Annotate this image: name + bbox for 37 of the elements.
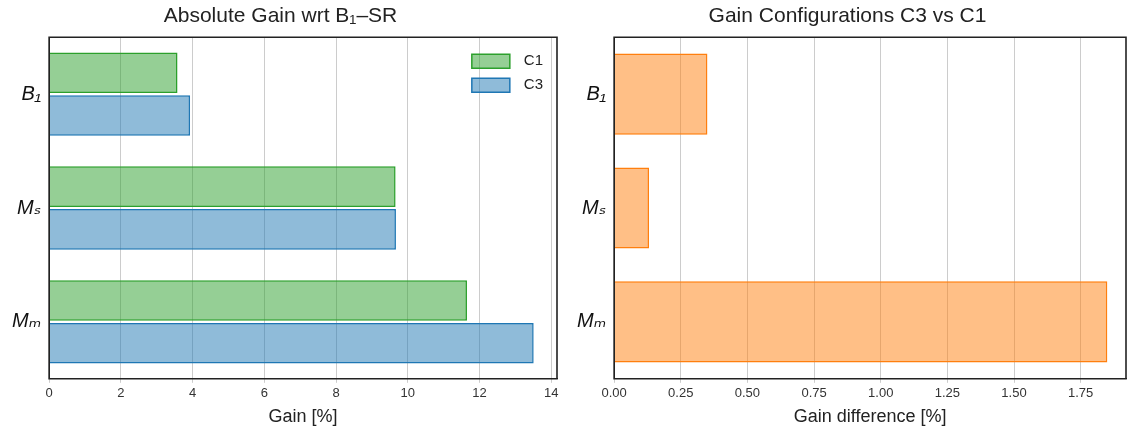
y-tick-label: B₁ bbox=[586, 81, 607, 104]
bar bbox=[49, 281, 466, 320]
x-axis-title: Gain [%] bbox=[268, 406, 338, 427]
x-tick-label: 0.00 bbox=[601, 385, 627, 401]
y-tick-label: Mₛ bbox=[582, 195, 607, 218]
x-tick-label: 0.25 bbox=[668, 385, 694, 401]
x-tick-label: 0.75 bbox=[801, 385, 827, 401]
y-tick-label: Mₘ bbox=[577, 309, 607, 332]
legend-label: C1 bbox=[523, 51, 544, 69]
x-tick-label: 0.50 bbox=[734, 385, 761, 401]
x-tick-label: 8 bbox=[332, 385, 340, 401]
x-tick-label: 6 bbox=[260, 385, 268, 401]
x-tick-label: 10 bbox=[400, 385, 416, 401]
bar bbox=[49, 52, 178, 94]
x-tick-label: 12 bbox=[472, 385, 487, 401]
legend-label: C3 bbox=[523, 75, 544, 93]
chart-title: Absolute Gain wrt B₁–SR bbox=[163, 3, 398, 27]
bar bbox=[49, 95, 191, 136]
x-tick-label: 1.75 bbox=[1068, 385, 1094, 401]
x-tick-label: 2 bbox=[117, 385, 125, 401]
x-tick-label: 14 bbox=[544, 385, 559, 401]
x-tick-label: 1.50 bbox=[1001, 385, 1027, 401]
y-tick-label: Mₘ bbox=[12, 309, 42, 332]
x-tick-label: 0 bbox=[45, 385, 53, 401]
x-axis-title: Gain difference [%] bbox=[793, 406, 947, 427]
x-tick-label: 1.25 bbox=[934, 385, 961, 401]
bar bbox=[614, 281, 1108, 363]
bar bbox=[614, 53, 708, 135]
y-tick-label: Mₛ bbox=[17, 195, 42, 218]
bar bbox=[49, 209, 396, 250]
y-tick-label: B₁ bbox=[21, 81, 42, 104]
x-tick-label: 4 bbox=[188, 385, 197, 401]
bar bbox=[49, 166, 396, 207]
bar bbox=[49, 322, 534, 364]
x-tick-label: 1.00 bbox=[868, 385, 894, 401]
bar bbox=[614, 167, 650, 249]
chart-title: Gain Configurations C3 vs C1 bbox=[708, 3, 987, 27]
